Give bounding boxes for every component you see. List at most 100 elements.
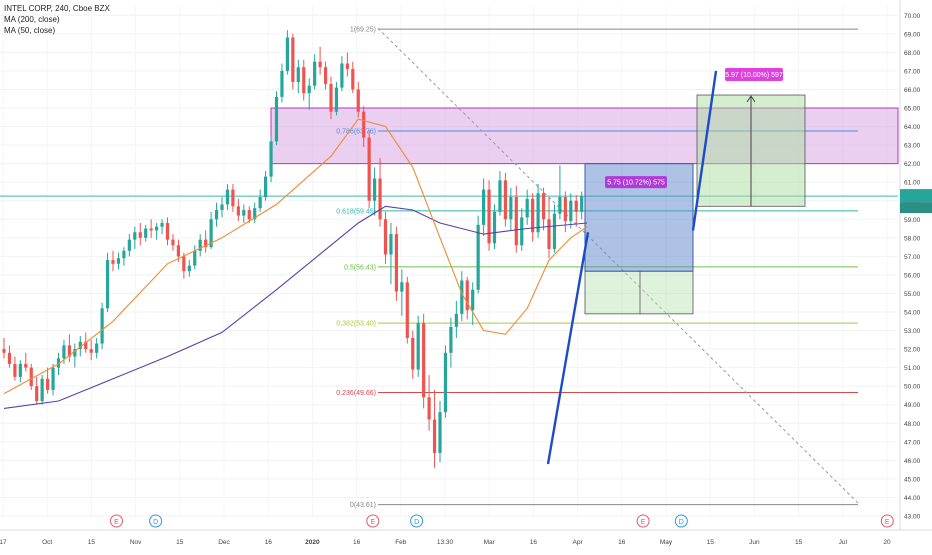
price-tick: 64.00 [904, 124, 921, 131]
candle-body [149, 228, 153, 231]
trendline-blue-projection [691, 70, 718, 231]
candle-body [503, 180, 507, 220]
candle-body [73, 349, 77, 357]
candle-body [454, 313, 458, 327]
legend-title[interactable]: INTEL CORP, 240, Cboe BZX [4, 4, 110, 13]
candle-body [214, 210, 219, 220]
candle-body [209, 219, 213, 248]
legend-ma200[interactable]: MA (200, close) [4, 15, 60, 24]
candle-body [487, 189, 491, 244]
time-tick: 16 [353, 539, 361, 546]
candle-body [373, 178, 377, 201]
candle-body [563, 197, 567, 222]
time-tick: Jun [749, 539, 760, 546]
earnings-marker [636, 514, 650, 528]
price-tick: 46.00 [904, 458, 921, 465]
time-tick: 13:30 [437, 539, 454, 546]
candle-body [171, 239, 175, 246]
candle-body [182, 256, 186, 272]
candle-body [29, 367, 33, 387]
candle-body [405, 282, 409, 338]
candle-body [231, 189, 235, 207]
price-badge-bg [900, 189, 932, 203]
earnings-marker [110, 514, 123, 528]
candle-body [225, 189, 230, 205]
range-support-box [584, 270, 694, 315]
price-tick: 53.00 [904, 328, 921, 335]
price-tick: 62.00 [904, 161, 921, 168]
candle-body [427, 397, 431, 420]
time-tick: Oct [42, 539, 52, 546]
candle-body [536, 193, 540, 233]
candle-body [422, 323, 426, 398]
price-tick: 44.00 [904, 495, 921, 502]
candle-body [18, 363, 22, 377]
candle-body [269, 141, 273, 177]
candle-body [122, 250, 126, 259]
event-label: E [641, 519, 646, 526]
candle-body [449, 326, 453, 353]
time-axis: 17 Oct 15 Nov 15 Dec 16 2020 16 Feb 13:30 Mar 16 Apr 1… [0, 539, 891, 546]
ma200-line [3, 205, 588, 409]
fib-level-label: 0.382(53.40) [336, 321, 376, 328]
candle-body [285, 37, 289, 71]
time-tick: 2020 [305, 539, 320, 546]
time-tick: May [660, 539, 673, 546]
ma50-line [3, 118, 588, 395]
candle-body [394, 234, 398, 292]
earnings-marker [880, 514, 894, 528]
candle-body [56, 358, 61, 368]
candle-body [62, 345, 66, 359]
target-arrow-head [746, 95, 756, 103]
time-tick: 16 [530, 539, 538, 546]
price-tick: 58.00 [904, 235, 921, 242]
event-label: E [885, 519, 890, 526]
candle-body [253, 208, 257, 220]
candle-body [389, 234, 393, 255]
event-label: D [414, 519, 419, 526]
time-tick: Jul [839, 539, 848, 546]
candle-body [362, 111, 366, 138]
candle-body [541, 193, 546, 220]
candle-body [291, 37, 295, 83]
candle-body [351, 69, 355, 90]
price-tick: 65.00 [904, 106, 921, 113]
legend-ma50[interactable]: MA (50, close) [4, 26, 56, 35]
price-tick: 55.00 [904, 291, 921, 298]
trendline-blue-up [546, 232, 590, 465]
price-tick: 48.00 [904, 421, 921, 428]
candle-body [165, 222, 170, 240]
target-label-bg [725, 68, 783, 82]
candle-body [198, 239, 202, 251]
candle-body [127, 239, 131, 251]
candle-body [552, 213, 557, 249]
candle-body [383, 219, 388, 255]
candle-body [329, 83, 333, 112]
price-tick: 61.00 [904, 180, 921, 187]
price-tick: 51.00 [904, 365, 921, 372]
candle-body [476, 224, 480, 290]
time-tick: 15 [88, 539, 96, 546]
price-tick: 57.00 [904, 254, 921, 261]
candle-body [313, 61, 317, 86]
earnings-marker [366, 514, 380, 528]
dividend-marker [674, 514, 688, 528]
candle-body [531, 198, 535, 233]
candle-body [133, 232, 137, 240]
candle-body [220, 204, 224, 210]
candle-body [247, 210, 251, 220]
dividend-marker [410, 514, 424, 528]
candle-body [443, 352, 448, 413]
candle-body [438, 412, 442, 453]
candle-body [378, 178, 382, 220]
candle-body [367, 137, 371, 201]
candle-body [193, 250, 197, 266]
candles [2, 30, 584, 468]
candle-body [84, 341, 88, 350]
price-tick: 69.00 [904, 31, 921, 38]
time-tick: Apr [573, 539, 584, 546]
candle-body [323, 67, 328, 84]
